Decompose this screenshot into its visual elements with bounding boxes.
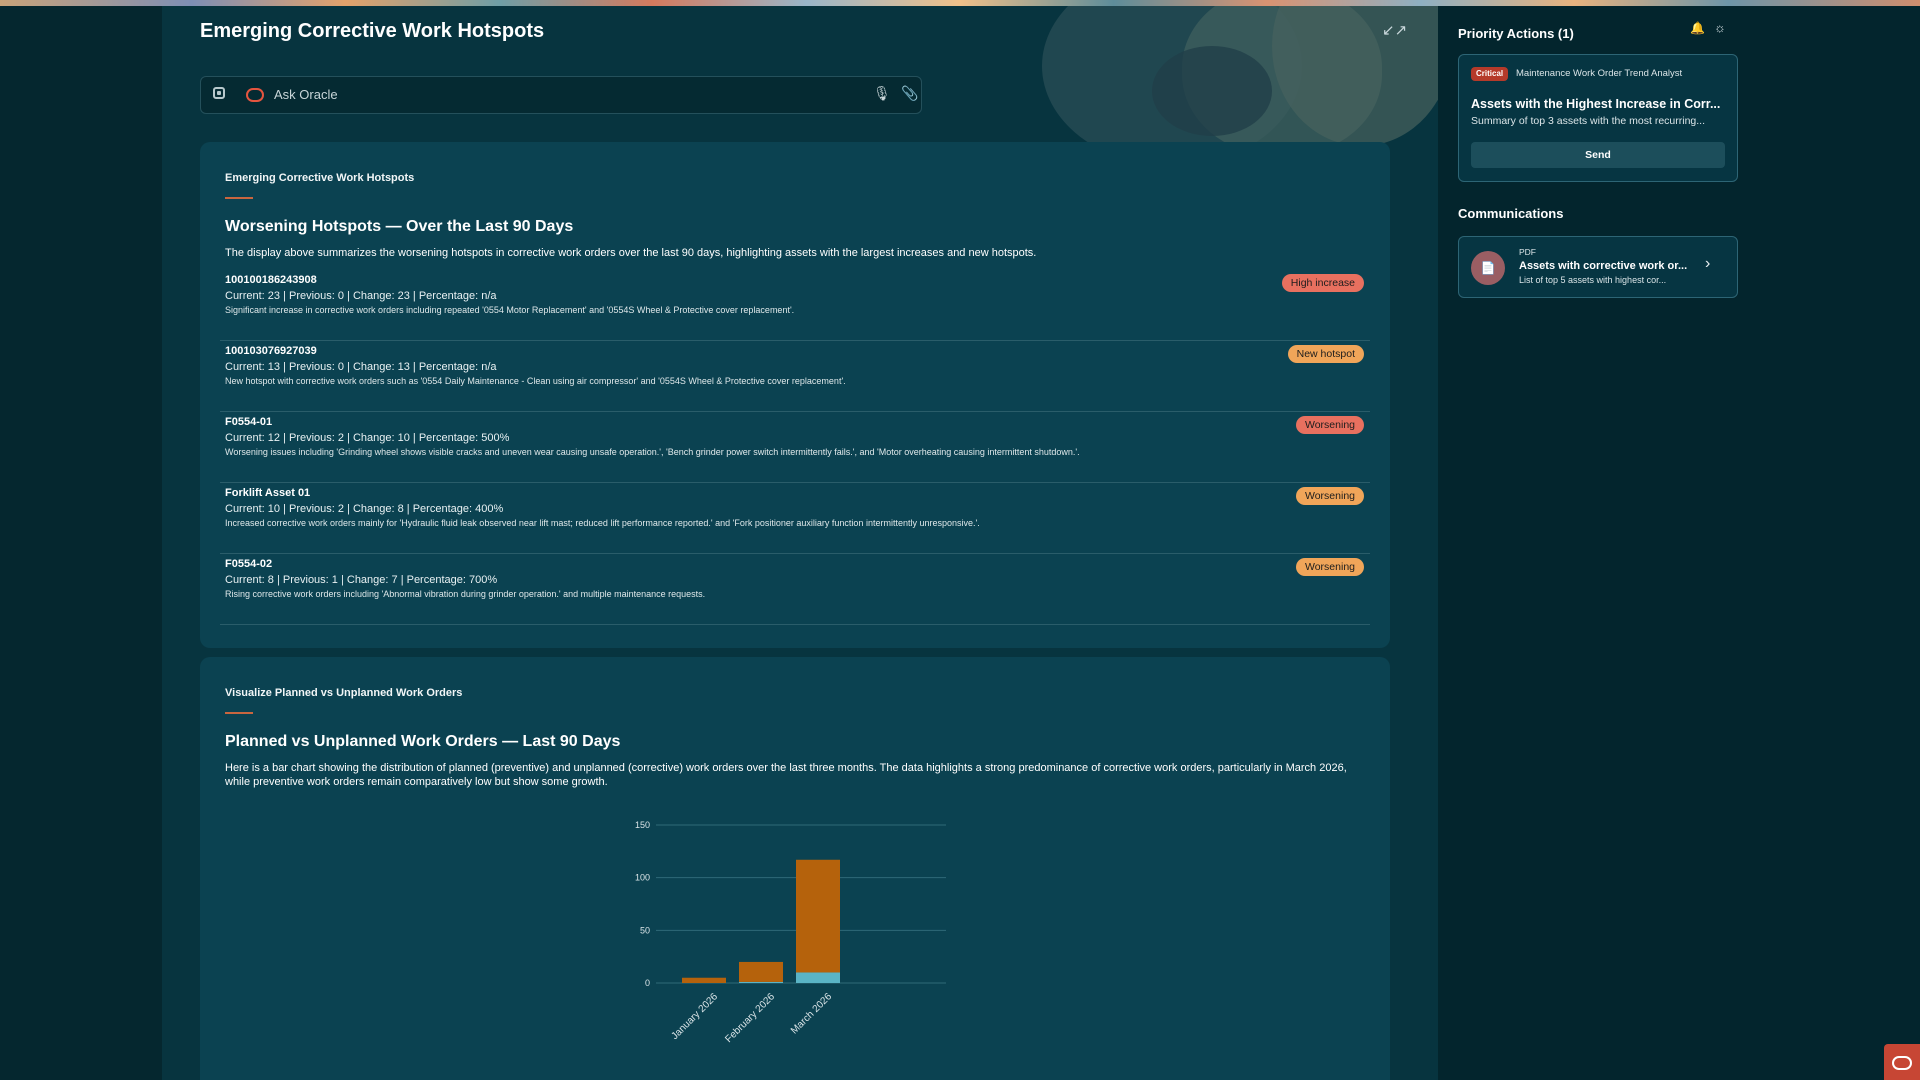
hotspot-list: 100100186243908 Current: 23 | Previous: …: [220, 270, 1370, 625]
x-tick-label: March 2026: [789, 991, 834, 1036]
decorative-header-art: [1042, 6, 1438, 146]
hotspots-card: Emerging Corrective Work Hotspots Worsen…: [200, 142, 1390, 648]
ask-oracle-input[interactable]: Ask Oracle: [274, 87, 338, 102]
left-gutter: [0, 6, 162, 1080]
document-icon: 📄: [1471, 251, 1505, 285]
oracle-logo-icon: [246, 88, 264, 102]
bar-segment: [796, 859, 840, 973]
send-button[interactable]: Send: [1471, 142, 1725, 168]
bar-segment: [796, 972, 840, 983]
y-tick-label: 0: [645, 978, 650, 988]
priority-action-summary: Summary of top 3 assets with the most re…: [1471, 115, 1706, 127]
communication-item[interactable]: 📄 PDF Assets with corrective work or... …: [1458, 236, 1738, 298]
main-content: Emerging Corrective Work Hotspots ↙↗ Ask…: [162, 6, 1438, 1080]
communication-subtitle: List of top 5 assets with highest cor...: [1519, 275, 1667, 285]
status-badge: High increase: [1281, 274, 1364, 292]
communication-name: Assets with corrective work or...: [1519, 260, 1688, 272]
y-tick-label: 100: [635, 873, 650, 883]
card-heading: Planned vs Unplanned Work Orders — Last …: [225, 733, 621, 750]
bar-segment: [739, 981, 783, 983]
asset-stats: Current: 10 | Previous: 2 | Change: 8 | …: [225, 503, 504, 515]
card-heading: Worsening Hotspots — Over the Last 90 Da…: [225, 218, 574, 235]
card-label: Visualize Planned vs Unplanned Work Orde…: [225, 687, 463, 699]
decorative-banner-strip: [0, 0, 1920, 6]
asset-id: 100103076927039: [225, 345, 317, 357]
chart-card: Visualize Planned vs Unplanned Work Orde…: [200, 657, 1390, 1080]
y-tick-label: 50: [640, 925, 650, 935]
priority-action-title: Assets with the Highest Increase in Corr…: [1471, 97, 1721, 111]
asset-note: Rising corrective work orders including …: [225, 589, 706, 599]
asset-id: 100100186243908: [225, 274, 317, 286]
asset-stats: Current: 12 | Previous: 2 | Change: 10 |…: [225, 432, 510, 444]
communications-title: Communications: [1458, 206, 1564, 221]
priority-actions-title: Priority Actions (1): [1458, 26, 1574, 41]
asset-id: F0554-01: [225, 416, 273, 428]
bell-icon[interactable]: 🔔: [1690, 21, 1705, 35]
card-label-underline: [225, 197, 253, 199]
oracle-logo-icon: [1892, 1056, 1912, 1070]
right-panel: Priority Actions (1) 🔔 ☼ Critical Mainte…: [1438, 6, 1920, 1080]
sun-icon[interactable]: ☼: [1714, 20, 1726, 35]
bar-segment: [682, 977, 726, 983]
hotspot-row: 100103076927039 Current: 13 | Previous: …: [220, 341, 1370, 412]
status-badge: Worsening: [1296, 416, 1364, 434]
chevron-right-icon[interactable]: ›: [1705, 255, 1711, 272]
priority-action-card[interactable]: Critical Maintenance Work Order Trend An…: [1458, 54, 1738, 182]
y-tick-label: 150: [635, 820, 650, 830]
oracle-assistant-button[interactable]: [1884, 1044, 1920, 1080]
panel-icon[interactable]: [213, 87, 225, 99]
card-description: Here is a bar chart showing the distribu…: [225, 762, 1347, 788]
status-badge: Worsening: [1296, 558, 1364, 576]
asset-id: F0554-02: [225, 558, 273, 570]
microphone-icon[interactable]: 🎙: [873, 85, 891, 101]
asset-note: Significant increase in corrective work …: [225, 305, 795, 315]
asset-note: Increased corrective work orders mainly …: [225, 518, 980, 528]
asset-stats: Current: 23 | Previous: 0 | Change: 23 |…: [225, 290, 497, 302]
x-tick-label: February 2026: [723, 991, 777, 1045]
page-title: Emerging Corrective Work Hotspots: [200, 20, 545, 42]
hotspot-row: Forklift Asset 01 Current: 10 | Previous…: [220, 483, 1370, 554]
asset-note: Worsening issues including 'Grinding whe…: [225, 447, 1080, 457]
bar-segment: [739, 961, 783, 982]
communication-type: PDF: [1519, 247, 1536, 257]
paperclip-icon[interactable]: 📎: [901, 85, 919, 101]
x-tick-label: January 2026: [669, 991, 720, 1042]
asset-id: Forklift Asset 01: [225, 487, 311, 499]
hotspot-row: F0554-02 Current: 8 | Previous: 1 | Chan…: [220, 554, 1370, 625]
card-label: Emerging Corrective Work Hotspots: [225, 172, 415, 184]
card-description: The display above summarizes the worseni…: [225, 247, 1037, 259]
ask-oracle-bar[interactable]: Ask Oracle 🎙 📎: [200, 76, 922, 114]
status-badge: New hotspot: [1287, 345, 1364, 363]
asset-stats: Current: 8 | Previous: 1 | Change: 7 | P…: [225, 574, 498, 586]
work-orders-bar-chart: 0 50 100 150 January 2026 February 2026 March …: [635, 820, 946, 1045]
agent-name: Maintenance Work Order Trend Analyst: [1516, 68, 1683, 79]
card-label-underline: [225, 712, 253, 714]
hotspot-row: 100100186243908 Current: 23 | Previous: …: [220, 270, 1370, 341]
hotspot-row: F0554-01 Current: 12 | Previous: 2 | Cha…: [220, 412, 1370, 483]
status-badge: Worsening: [1296, 487, 1364, 505]
severity-badge: Critical: [1471, 67, 1509, 81]
collapse-icon[interactable]: ↙↗: [1382, 22, 1408, 39]
asset-stats: Current: 13 | Previous: 0 | Change: 13 |…: [225, 361, 497, 373]
asset-note: New hotspot with corrective work orders …: [225, 376, 846, 386]
